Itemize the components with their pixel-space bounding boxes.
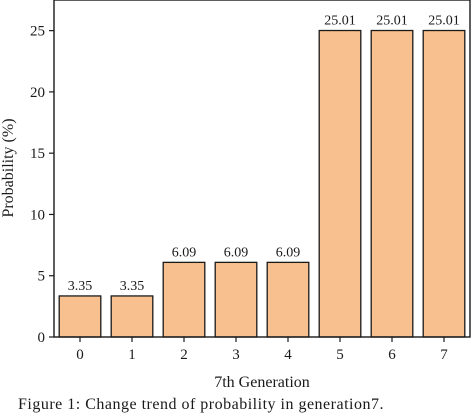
x-tick-label-6: 6 — [388, 347, 396, 363]
data-label-3: 6.09 — [224, 245, 249, 260]
y-tick-label-5: 5 — [38, 269, 46, 285]
data-label-7: 25.01 — [428, 14, 460, 29]
data-label-0: 3.35 — [68, 279, 93, 294]
bar-2 — [162, 261, 206, 338]
x-tick-label-7: 7 — [440, 347, 448, 363]
x-tick-label-1: 1 — [128, 347, 136, 363]
x-tick-label-3: 3 — [232, 347, 240, 363]
bar-4 — [266, 261, 310, 338]
y-axis-label: Probability (%) — [0, 118, 17, 217]
bars-group — [58, 29, 466, 338]
bar-1 — [110, 295, 154, 338]
data-label-1: 3.35 — [120, 279, 145, 294]
bar-3 — [214, 261, 258, 338]
y-tick-label-25: 25 — [30, 24, 45, 40]
data-label-2: 6.09 — [172, 245, 197, 260]
figure-caption: Figure 1: Change trend of probability in… — [18, 396, 384, 413]
bar-6 — [370, 29, 414, 338]
y-axis-ticks: 0 5 10 15 20 25 — [30, 24, 54, 346]
bar-7 — [422, 29, 466, 338]
bar-0 — [58, 295, 102, 338]
data-label-4: 6.09 — [276, 245, 301, 260]
data-label-5: 25.01 — [324, 14, 356, 29]
plot-frame — [53, 0, 471, 338]
x-tick-label-2: 2 — [180, 347, 188, 363]
bar-5 — [318, 29, 362, 338]
x-tick-label-0: 0 — [76, 347, 84, 363]
y-tick-label-10: 10 — [30, 207, 45, 223]
x-axis-ticks: 0 1 2 3 4 5 6 7 — [76, 337, 448, 363]
x-tick-label-5: 5 — [336, 347, 344, 363]
data-label-6: 25.01 — [376, 14, 408, 29]
y-tick-label-15: 15 — [30, 146, 45, 162]
x-tick-label-4: 4 — [284, 347, 292, 363]
x-axis-label: 7th Generation — [214, 374, 310, 391]
y-tick-label-0: 0 — [38, 330, 46, 346]
data-labels-group: 3.35 3.35 6.09 6.09 6.09 25.01 25.01 25.01 — [68, 14, 460, 294]
y-tick-label-20: 20 — [30, 85, 45, 101]
